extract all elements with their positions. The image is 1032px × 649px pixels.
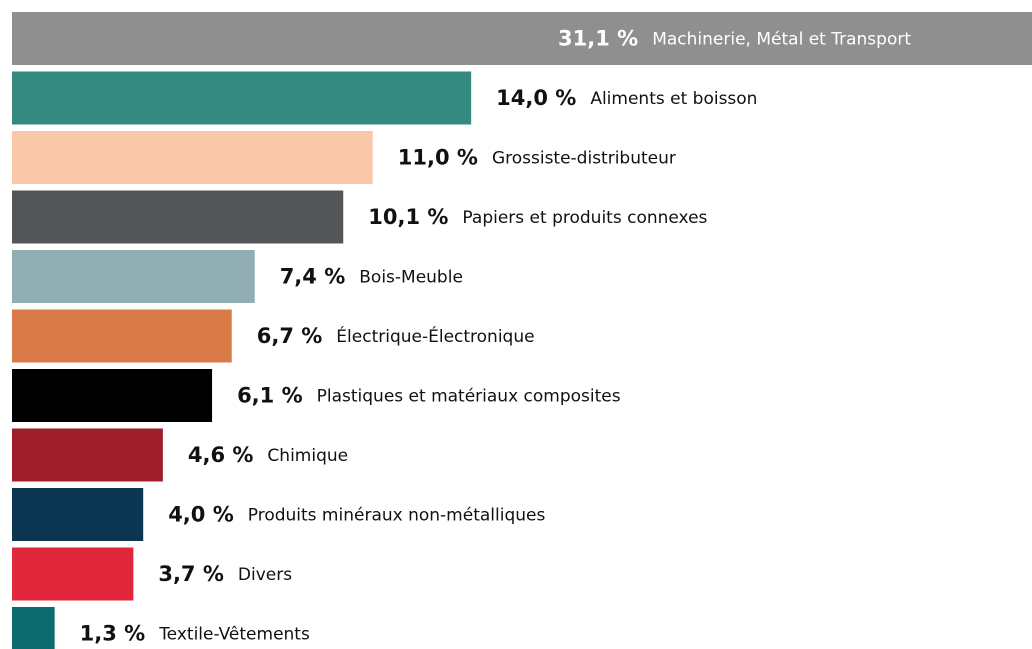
value-label: 3,7 % bbox=[158, 562, 224, 586]
bar bbox=[12, 71, 472, 125]
category-label: Grossiste-distributeur bbox=[492, 149, 676, 169]
value-label: 6,7 % bbox=[257, 324, 323, 348]
category-label: Papiers et produits connexes bbox=[462, 208, 707, 228]
bar bbox=[12, 250, 255, 303]
category-label: Électrique-Électronique bbox=[336, 325, 534, 347]
bar-label: 7,4 % Bois-Meuble bbox=[280, 265, 463, 289]
category-label: Aliments et boisson bbox=[590, 89, 757, 109]
bar bbox=[12, 428, 163, 482]
value-label: 1,3 % bbox=[80, 622, 146, 646]
category-label: Divers bbox=[238, 565, 292, 585]
category-label: Textile-Vêtements bbox=[158, 625, 310, 645]
value-label: 7,4 % bbox=[280, 265, 346, 289]
bar bbox=[12, 488, 144, 541]
bar bbox=[12, 547, 134, 601]
category-label: Chimique bbox=[267, 446, 348, 466]
value-label: 6,1 % bbox=[237, 384, 303, 408]
bar-label: 6,7 % Électrique-Électronique bbox=[257, 324, 535, 348]
category-label: Machinerie, Métal et Transport bbox=[652, 30, 911, 50]
bar-label: 4,0 % Produits minéraux non-métalliques bbox=[168, 503, 545, 527]
value-label: 11,0 % bbox=[398, 146, 478, 170]
bar-label: 11,0 % Grossiste-distributeur bbox=[398, 146, 676, 170]
bar-label: 6,1 % Plastiques et matériaux composites bbox=[237, 384, 621, 408]
bar bbox=[12, 607, 55, 649]
category-label: Plastiques et matériaux composites bbox=[317, 387, 621, 407]
value-label: 14,0 % bbox=[496, 86, 576, 110]
bar bbox=[12, 131, 373, 184]
bar-label: 10,1 % Papiers et produits connexes bbox=[368, 205, 707, 229]
value-label: 4,6 % bbox=[188, 443, 254, 467]
bar bbox=[12, 12, 1032, 65]
bar-label: 4,6 % Chimique bbox=[188, 443, 348, 467]
bar-label: 3,7 % Divers bbox=[158, 562, 292, 586]
category-label: Bois-Meuble bbox=[359, 268, 463, 288]
bar bbox=[12, 190, 344, 244]
bar bbox=[12, 369, 213, 422]
category-label: Produits minéraux non-métalliques bbox=[248, 506, 546, 526]
bar-label: 1,3 % Textile-Vêtements bbox=[80, 622, 310, 646]
bar-label: 14,0 % Aliments et boisson bbox=[496, 86, 757, 110]
bar bbox=[12, 309, 232, 363]
bar-label: 31,1 % Machinerie, Métal et Transport bbox=[558, 27, 911, 51]
value-label: 4,0 % bbox=[168, 503, 234, 527]
value-label: 10,1 % bbox=[368, 205, 448, 229]
value-label: 31,1 % bbox=[558, 27, 638, 51]
